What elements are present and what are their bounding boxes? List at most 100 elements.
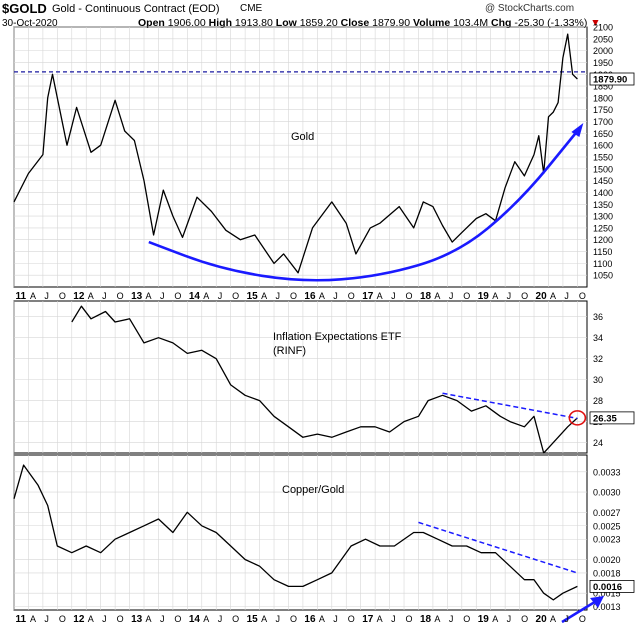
- x-tick-label: 13: [131, 291, 143, 302]
- y-tick-label: 0.0030: [593, 488, 621, 498]
- x-tick-label: O: [521, 614, 528, 624]
- x-tick-label: 12: [73, 291, 85, 302]
- y-tick-label: 1400: [593, 188, 613, 198]
- y-tick-label: 1500: [593, 164, 613, 174]
- y-tick-label: 1100: [593, 259, 612, 269]
- y-tick-label: 1050: [593, 271, 613, 281]
- y-tick-label: 1250: [593, 223, 613, 233]
- x-tick-label: A: [88, 291, 94, 301]
- high-label: High: [208, 17, 232, 29]
- x-tick-label: J: [507, 614, 512, 624]
- y-tick-label: 1650: [593, 129, 613, 139]
- x-tick-label: 13: [131, 614, 143, 625]
- y-tick-label: 28: [593, 396, 603, 406]
- x-tick-label: 17: [362, 614, 374, 625]
- x-tick-label: J: [160, 614, 165, 624]
- open-label: Open: [138, 17, 165, 29]
- trend-arrow-icon: [571, 123, 584, 137]
- x-tick-label: 19: [478, 291, 490, 302]
- trend-line: [418, 521, 578, 574]
- close-value: 1879.90: [372, 17, 411, 29]
- x-tick-label: J: [449, 291, 454, 301]
- panel-title: Gold: [291, 131, 314, 143]
- y-tick-label: 24: [593, 438, 603, 448]
- x-tick-label: A: [30, 614, 36, 624]
- panel-title: Inflation Expectations ETF: [273, 331, 402, 343]
- x-tick-label: J: [391, 291, 396, 301]
- x-tick-label: A: [550, 291, 556, 301]
- x-tick-label: 16: [304, 614, 316, 625]
- x-tick-label: A: [319, 614, 325, 624]
- x-tick-label: J: [102, 291, 107, 301]
- y-tick-label: 2100: [593, 23, 613, 33]
- x-tick-label: J: [333, 614, 338, 624]
- y-tick-label: 32: [593, 354, 603, 364]
- x-tick-label: J: [507, 291, 512, 301]
- y-tick-label: 0.0020: [593, 555, 621, 565]
- x-tick-label: A: [261, 291, 267, 301]
- x-tick-label: 11: [16, 614, 27, 625]
- x-tick-label: O: [406, 614, 413, 624]
- close-label: Close: [340, 17, 370, 29]
- x-tick-label: O: [406, 291, 413, 301]
- x-tick-label: A: [203, 614, 209, 624]
- y-tick-label: 34: [593, 333, 603, 343]
- x-tick-label: J: [160, 291, 165, 301]
- x-tick-label: J: [218, 291, 223, 301]
- y-tick-label: 0.0023: [593, 535, 621, 545]
- trend-arrow-icon: [590, 596, 604, 608]
- y-tick-label: 1750: [593, 105, 613, 115]
- x-tick-label: J: [102, 614, 107, 624]
- chg-value: -25.30 (-1.33%): [514, 17, 588, 29]
- instrument-name: Gold - Continuous Contract (EOD): [52, 3, 220, 15]
- panel-frame: [13, 300, 588, 454]
- y-tick-label: 0.0033: [593, 467, 621, 477]
- x-tick-label: O: [117, 614, 124, 624]
- x-tick-label: 18: [420, 291, 432, 302]
- y-tick-label: 36: [593, 312, 603, 322]
- low-value: 1859.20: [299, 17, 338, 29]
- x-tick-label: O: [174, 291, 181, 301]
- chg-label: Chg: [491, 17, 512, 29]
- x-tick-label: J: [276, 614, 281, 624]
- x-tick-label: O: [174, 614, 181, 624]
- series-line: [13, 464, 578, 601]
- x-tick-label: O: [579, 291, 586, 301]
- trend-line: [442, 392, 578, 420]
- panel-subtitle: (RINF): [273, 345, 306, 357]
- y-tick-label: 1600: [593, 141, 613, 151]
- x-tick-label: A: [550, 614, 556, 624]
- last-value-label: 1879.90: [593, 75, 627, 86]
- y-tick-label: 1300: [593, 212, 613, 222]
- x-tick-label: 16: [304, 291, 316, 302]
- x-tick-label: J: [564, 291, 569, 301]
- x-tick-label: A: [146, 614, 152, 624]
- date-label: 30-Oct-2020: [2, 18, 58, 29]
- x-tick-label: 14: [189, 614, 201, 625]
- x-tick-label: A: [492, 291, 498, 301]
- volume-label: Volume: [413, 17, 451, 29]
- y-tick-label: 2000: [593, 46, 613, 56]
- x-tick-label: O: [117, 291, 124, 301]
- y-tick-label: 1350: [593, 200, 613, 210]
- x-tick-label: 15: [247, 614, 259, 625]
- x-tick-label: O: [59, 614, 66, 624]
- x-tick-label: A: [203, 291, 209, 301]
- x-tick-label: O: [348, 291, 355, 301]
- low-label: Low: [275, 17, 297, 29]
- y-tick-label: 0.0015: [593, 589, 621, 599]
- y-tick-label: 1700: [593, 117, 613, 127]
- x-tick-label: O: [463, 291, 470, 301]
- last-value-box: [589, 72, 635, 86]
- x-tick-label: J: [276, 291, 281, 301]
- x-tick-label: 17: [362, 291, 374, 302]
- panel-title: Copper/Gold: [282, 484, 344, 496]
- x-tick-label: 19: [478, 614, 490, 625]
- x-tick-label: J: [449, 614, 454, 624]
- y-tick-label: 1850: [593, 82, 613, 92]
- y-tick-label: 1450: [593, 176, 613, 186]
